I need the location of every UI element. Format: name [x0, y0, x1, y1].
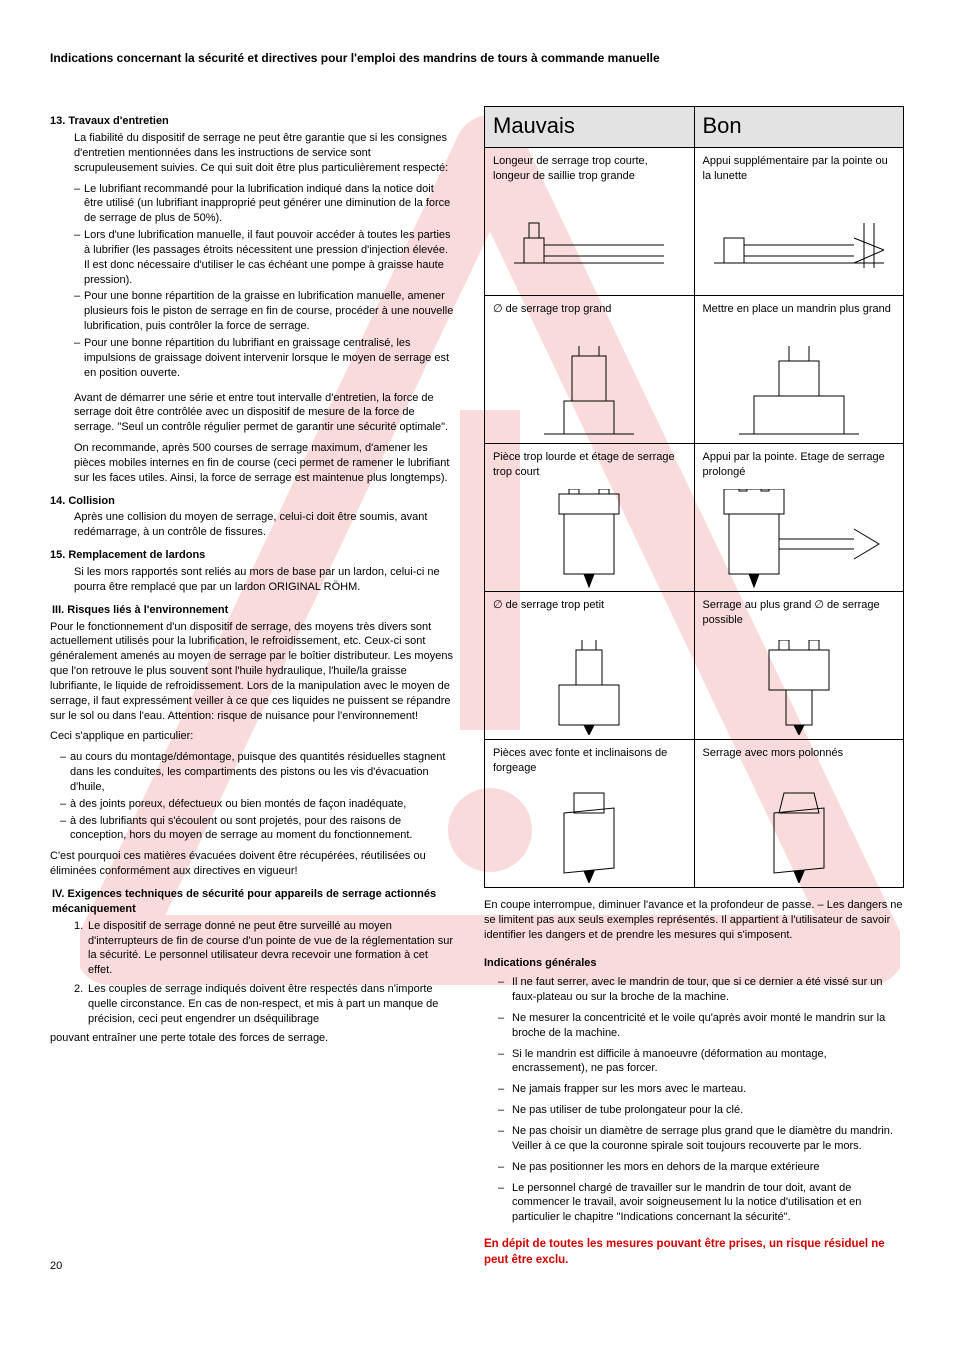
cell-caption: Appui par la pointe. Etage de serrage pr…: [703, 450, 896, 488]
cell-caption: ∅ de serrage trop grand: [493, 302, 686, 340]
diagram-icon: [493, 788, 686, 883]
sIV-tail: pouvant entraîner une perte totale des f…: [50, 1031, 454, 1046]
cell-caption: Serrage avec mors polonnés: [703, 746, 896, 784]
table-row: Longeur de serrage trop courte, longeur …: [485, 148, 903, 296]
list-item: Pour une bonne répartition de la graisse…: [74, 289, 454, 334]
diagram-icon: [703, 640, 896, 735]
cell-caption: Serrage au plus grand ∅ de serrage possi…: [703, 598, 896, 636]
comparison-table: Mauvais Bon Longeur de serrage trop cour…: [484, 106, 904, 888]
cell-caption: Appui supplémentaire par la pointe ou la…: [703, 154, 896, 192]
s13-p3: On recommande, après 500 courses de serr…: [50, 441, 454, 486]
list-item: Lors d'une lubrification manuelle, il fa…: [74, 228, 454, 287]
s13-bullet-list: Le lubrifiant recommandé pour la lubrifi…: [50, 182, 454, 381]
general-heading: Indications générales: [484, 956, 904, 971]
list-item: à des lubrifiants qui s'écoulent ou sont…: [60, 814, 454, 844]
s13-p2: Avant de démarrer une série et entre tou…: [50, 391, 454, 436]
residual-risk-warning: En dépit de toutes les mesures pouvant ê…: [484, 1237, 904, 1268]
list-item: 2.Les couples de serrage indiqués doiven…: [74, 982, 454, 1027]
heading-15: 15. Remplacement de lardons: [50, 548, 454, 563]
s13-intro: La fiabilité du dispositif de serrage ne…: [50, 131, 454, 176]
sIII-p3: C'est pourquoi ces matières évacuées doi…: [50, 849, 454, 879]
list-text: Le dispositif de serrage donné ne peut ê…: [88, 920, 453, 977]
cell-caption: Longeur de serrage trop courte, longeur …: [493, 154, 686, 192]
diagram-icon: [493, 344, 686, 439]
s15-body: Si les mors rapportés sont reliés au mor…: [50, 565, 454, 595]
heading-14: 14. Collision: [50, 494, 454, 509]
diagram-icon: [493, 492, 686, 587]
table-footnote: En coupe interrompue, diminuer l'avance …: [484, 898, 904, 943]
list-item: Si le mandrin est difficile à manoeuvre …: [498, 1047, 904, 1077]
heading-iii: III. Risques liés à l'environnement: [50, 603, 454, 618]
list-item: Il ne faut serrer, avec le mandrin de to…: [498, 975, 904, 1005]
list-item: 1.Le dispositif de serrage donné ne peut…: [74, 919, 454, 978]
table-row: ∅ de serrage trop grand Mettre en place …: [485, 296, 903, 444]
diagram-icon: [493, 196, 686, 291]
list-item: Le lubrifiant recommandé pour la lubrifi…: [74, 182, 454, 227]
list-item: Ne jamais frapper sur les mors avec le m…: [498, 1082, 904, 1097]
sIII-bullet-list: au cours du montage/démontage, puisque d…: [50, 750, 454, 843]
table-row: Pièce trop lourde et étage de serrage tr…: [485, 444, 903, 592]
general-bullet-list: Il ne faut serrer, avec le mandrin de to…: [484, 975, 904, 1225]
diagram-icon: [703, 788, 896, 883]
list-item: Le personnel chargé de travailler sur le…: [498, 1181, 904, 1226]
list-item: au cours du montage/démontage, puisque d…: [60, 750, 454, 795]
cell-caption: Pièce trop lourde et étage de serrage tr…: [493, 450, 686, 488]
sIII-p2: Ceci s'applique en particulier:: [50, 729, 454, 744]
page-title: Indications concernant la sécurité et di…: [50, 50, 904, 66]
table-row: Pièces avec fonte et inclinaisons de for…: [485, 740, 903, 887]
heading-13: 13. Travaux d'entretien: [50, 114, 454, 129]
list-text: Les couples de serrage indiqués doivent …: [88, 983, 438, 1025]
left-column: 13. Travaux d'entretien La fiabilité du …: [50, 106, 454, 1268]
s14-body: Après une collision du moyen de serrage,…: [50, 510, 454, 540]
diagram-icon: [703, 196, 896, 291]
list-item: Ne pas utiliser de tube prolongateur pou…: [498, 1103, 904, 1118]
right-column: Mauvais Bon Longeur de serrage trop cour…: [484, 106, 904, 1268]
diagram-icon: [703, 344, 896, 439]
cell-caption: Pièces avec fonte et inclinaisons de for…: [493, 746, 686, 784]
list-item: Ne mesurer la concentricité et le voile …: [498, 1011, 904, 1041]
cell-caption: Mettre en place un mandrin plus grand: [703, 302, 896, 340]
list-item: à des joints poreux, défectueux ou bien …: [60, 797, 454, 812]
list-item: Ne pas positionner les mors en dehors de…: [498, 1160, 904, 1175]
sIV-list: 1.Le dispositif de serrage donné ne peut…: [50, 919, 454, 1027]
col-header-good: Bon: [695, 107, 904, 147]
list-item: Ne pas choisir un diamètre de serrage pl…: [498, 1124, 904, 1154]
diagram-icon: [703, 492, 896, 587]
diagram-icon: [493, 640, 686, 735]
sIII-p1: Pour le fonctionnement d'un dispositif d…: [50, 620, 454, 724]
col-header-bad: Mauvais: [485, 107, 695, 147]
cell-caption: ∅ de serrage trop petit: [493, 598, 686, 636]
list-item: Pour une bonne répartition du lubrifiant…: [74, 336, 454, 381]
table-row: ∅ de serrage trop petit Serrage au plus …: [485, 592, 903, 740]
heading-iv: IV. Exigences techniques de sécurité pou…: [50, 887, 454, 917]
